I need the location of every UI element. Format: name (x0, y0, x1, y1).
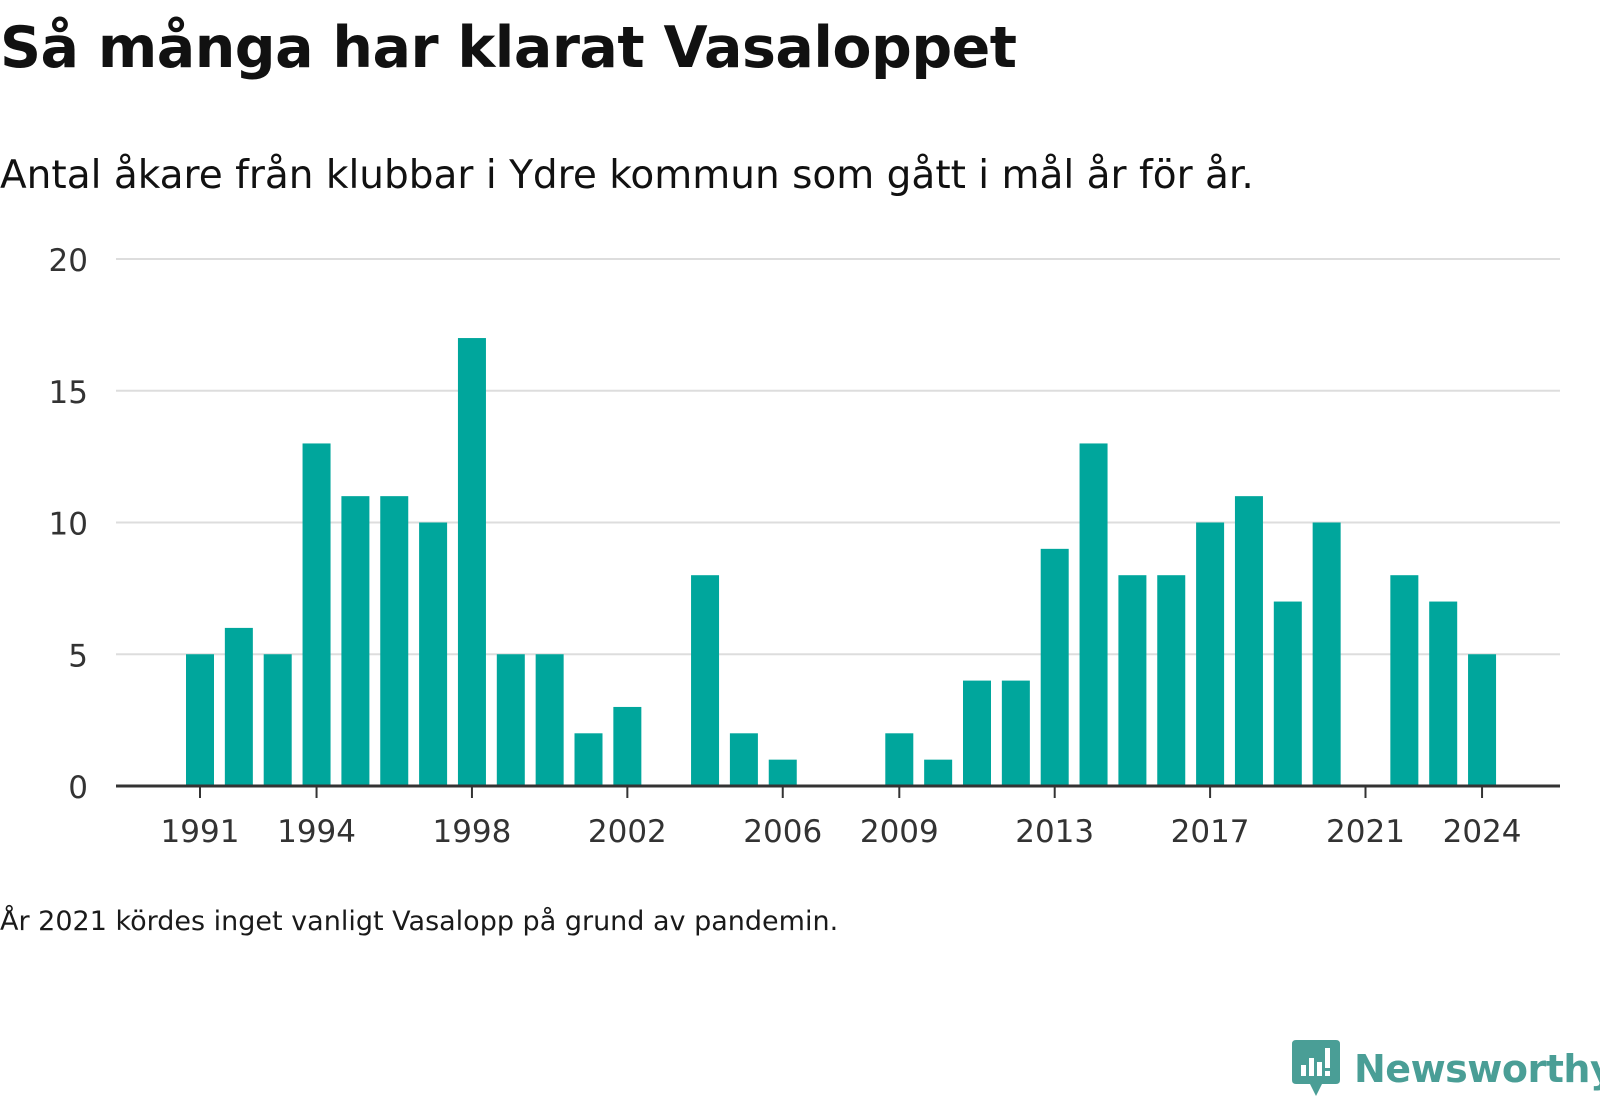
y-tick-label-5: 5 (68, 638, 88, 674)
x-tick-label-1998: 1998 (432, 814, 511, 850)
brand-name: Newsworthy (1354, 1047, 1600, 1091)
bar-2024 (1468, 654, 1497, 786)
bar-2020 (1312, 522, 1341, 786)
x-tick-label-1994: 1994 (277, 814, 356, 850)
y-tick-label-0: 0 (68, 770, 88, 806)
x-tick-label-2013: 2013 (1015, 814, 1094, 850)
newsworthy-logo: Newsworthy (1292, 1040, 1600, 1098)
x-tick-label-1991: 1991 (161, 814, 240, 850)
y-axis-ticks: 0 5 10 15 20 (49, 243, 88, 806)
bar-2017 (1196, 522, 1225, 786)
x-tick-label-2002: 2002 (588, 814, 667, 850)
bar-1992 (224, 627, 253, 786)
bar-2012 (1001, 680, 1030, 786)
footnote: År 2021 kördes inget vanligt Vasalopp på… (0, 906, 839, 937)
bar-2013 (1040, 548, 1069, 786)
bar-2005 (729, 733, 758, 786)
bar-2006 (768, 759, 797, 786)
bar-2004 (691, 575, 720, 786)
bar-2022 (1390, 575, 1419, 786)
bar-2010 (924, 759, 953, 786)
bar-2019 (1273, 601, 1302, 786)
bar-2001 (574, 733, 603, 786)
chart-subtitle: Antal åkare från klubbar i Ydre kommun s… (0, 153, 1254, 198)
y-tick-label-10: 10 (49, 507, 88, 543)
bars (186, 338, 1497, 786)
y-tick-label-15: 15 (49, 375, 88, 411)
bar-2002 (613, 706, 642, 786)
x-axis: 1991 1994 1998 2002 2006 2009 2013 2017 2021 2024 (116, 784, 1560, 850)
bar-2015 (1118, 575, 1147, 786)
bar-1995 (341, 496, 370, 786)
x-tick-label-2021: 2021 (1326, 814, 1405, 850)
bar-1993 (263, 654, 292, 786)
bar-2011 (963, 680, 991, 786)
bar-2014 (1079, 443, 1108, 786)
bar-2023 (1429, 601, 1458, 786)
bar-1994 (302, 443, 331, 786)
x-tick-label-2017: 2017 (1171, 814, 1250, 850)
bar-1998 (457, 338, 486, 786)
bar-1997 (419, 522, 448, 786)
gridlines (116, 258, 1560, 656)
bar-chart: 0 5 10 15 20 1991 1994 1998 2002 2006 2009 2013 201… (49, 243, 1560, 850)
bar-2016 (1157, 575, 1186, 786)
bar-2018 (1234, 496, 1263, 786)
bar-1991 (186, 654, 214, 786)
newsworthy-logo-icon (1292, 1040, 1340, 1096)
y-tick-label-20: 20 (49, 243, 88, 279)
x-tick-label-2024: 2024 (1443, 814, 1522, 850)
x-tick-label-2006: 2006 (743, 814, 822, 850)
bar-1999 (496, 654, 525, 786)
bar-2009 (885, 733, 914, 786)
chart-title: Så många har klarat Vasaloppet (0, 15, 1017, 81)
bar-2000 (535, 654, 564, 786)
bar-1996 (380, 496, 409, 786)
x-tick-label-2009: 2009 (860, 814, 939, 850)
